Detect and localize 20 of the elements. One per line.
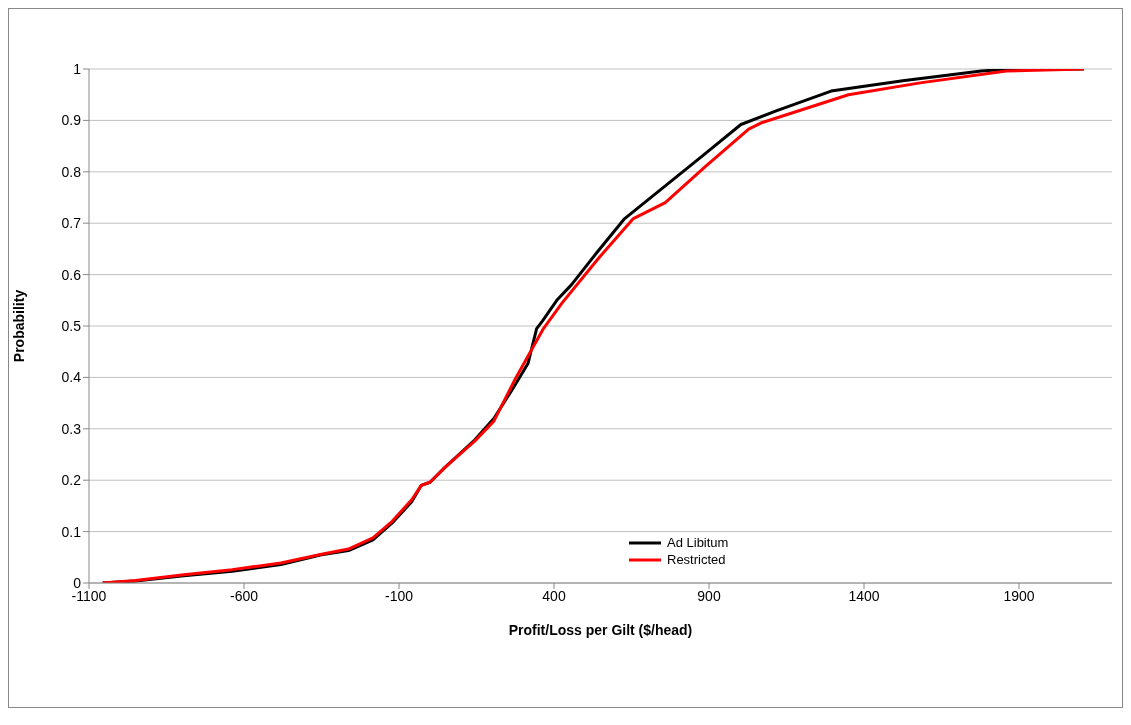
legend-label: Restricted: [667, 552, 726, 567]
y-tick-label: 0.6: [61, 266, 82, 283]
x-axis-title: Profit/Loss per Gilt ($/head): [508, 622, 693, 638]
y-tick-label: 0.7: [61, 215, 82, 232]
y-tick-label: 0.1: [61, 523, 82, 540]
y-axis-title: Probability: [10, 289, 27, 363]
x-tick-label: 400: [542, 587, 566, 604]
y-tick-label: 0.4: [61, 369, 82, 386]
y-tick-label: 0.2: [61, 472, 82, 489]
y-tick-label: 0.8: [61, 163, 82, 180]
x-tick-label: 1400: [848, 587, 880, 604]
legend-label: Ad Libitum: [667, 535, 729, 550]
x-tick-label: -600: [229, 587, 259, 604]
x-tick-label: 1900: [1003, 587, 1035, 604]
y-tick-label: 0.9: [61, 112, 82, 129]
x-tick-label: -100: [384, 587, 414, 604]
y-tick-label: 0.3: [61, 420, 82, 437]
y-tick-label: 0.5: [61, 317, 82, 334]
y-tick-label: 1: [73, 60, 82, 77]
x-tick-label: 900: [697, 587, 721, 604]
